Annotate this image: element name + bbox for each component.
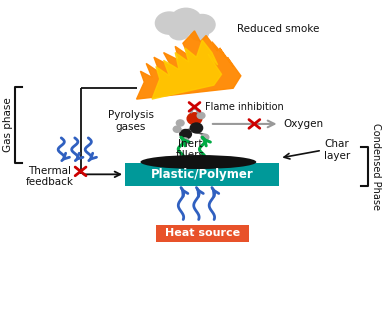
- Circle shape: [201, 134, 209, 140]
- Text: Flame inhibition: Flame inhibition: [205, 102, 284, 112]
- Polygon shape: [152, 40, 222, 99]
- Circle shape: [180, 130, 191, 139]
- Text: Condensed Phase: Condensed Phase: [371, 123, 381, 210]
- Circle shape: [189, 14, 216, 35]
- Polygon shape: [137, 31, 241, 99]
- Text: Oxygen: Oxygen: [283, 119, 324, 129]
- Circle shape: [189, 25, 209, 41]
- Circle shape: [173, 126, 181, 132]
- FancyBboxPatch shape: [156, 225, 249, 242]
- Text: Heat source: Heat source: [165, 228, 240, 238]
- Circle shape: [168, 23, 190, 40]
- Text: Inert
fillers: Inert fillers: [176, 139, 205, 161]
- Circle shape: [176, 120, 184, 126]
- Circle shape: [170, 8, 202, 34]
- Circle shape: [197, 112, 205, 119]
- Text: Pyrolysis
gases: Pyrolysis gases: [108, 110, 154, 132]
- Text: Thermal
feedback: Thermal feedback: [26, 166, 74, 187]
- FancyBboxPatch shape: [125, 163, 279, 186]
- Circle shape: [181, 138, 189, 144]
- Text: Char
layer: Char layer: [324, 140, 350, 161]
- Circle shape: [187, 113, 202, 125]
- Text: Gas phase: Gas phase: [3, 97, 13, 152]
- Text: Plastic/Polymer: Plastic/Polymer: [151, 168, 254, 181]
- Circle shape: [190, 123, 203, 133]
- Circle shape: [155, 11, 184, 35]
- Ellipse shape: [140, 155, 256, 169]
- Text: Reduced smoke: Reduced smoke: [237, 24, 319, 34]
